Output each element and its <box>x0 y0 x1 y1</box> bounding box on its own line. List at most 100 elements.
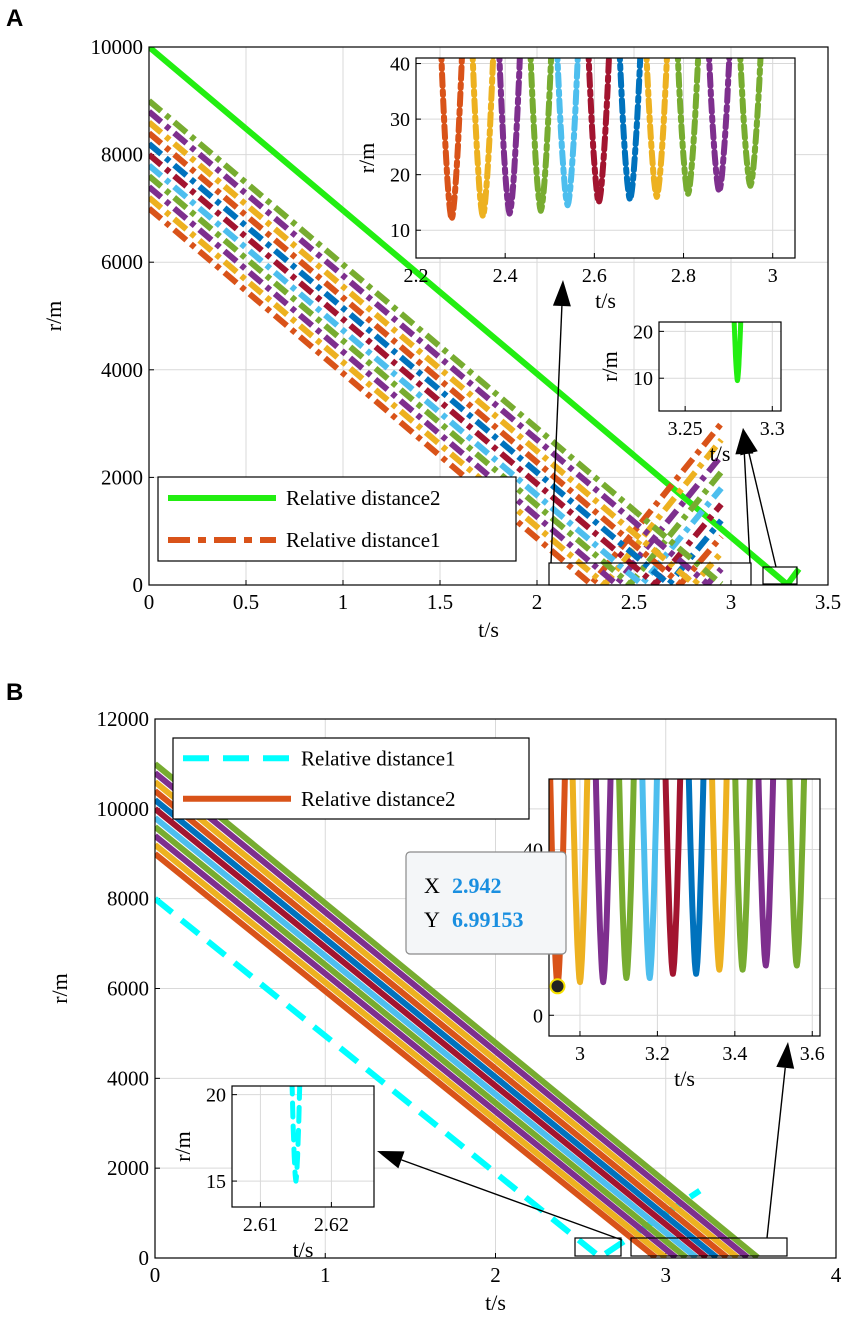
inset-x-axis-label: t/s <box>674 1066 695 1091</box>
inset-xtick-label: 3 <box>575 1043 585 1065</box>
plot-frame <box>148 46 829 586</box>
main-ytick-label: 6000 <box>107 977 149 1001</box>
inset-xtick-label: 2.4 <box>493 265 518 287</box>
inset-y-axis-label: r/m <box>597 351 622 382</box>
datatip-marker <box>549 978 566 995</box>
main-xtick-label: 3 <box>726 590 737 614</box>
zoom-arrow-1-shaft <box>401 1159 623 1241</box>
inset-xtick-label: 2.6 <box>582 265 607 287</box>
inset-curve-11 <box>786 779 808 969</box>
panel-b-label: B <box>6 679 23 706</box>
inset-curves <box>438 58 764 223</box>
inset-background <box>232 1086 374 1207</box>
inset-curve-7 <box>616 58 644 203</box>
y-axis-label: r/m <box>47 973 72 1004</box>
inset-xtick-label: 3.6 <box>800 1043 825 1065</box>
inset-ytick-label: 10 <box>390 220 410 242</box>
inset-xtick-label: 2.62 <box>314 1214 349 1236</box>
legend-box <box>172 737 530 820</box>
inset-ytick-label: 40 <box>390 54 410 76</box>
inset-x-axis-label: t/s <box>710 441 731 466</box>
zoom-arrow-2-shaft <box>748 453 777 568</box>
inset-curve-5 <box>554 58 581 209</box>
legend-label-1: Relative distance2 <box>286 486 441 510</box>
legend-box <box>157 476 517 562</box>
inset-xtick-label: 2.61 <box>243 1214 278 1236</box>
inset-xtick-label: 2.8 <box>671 265 696 287</box>
main-xtick-label: 1.5 <box>427 590 453 614</box>
inset-curve-3 <box>496 58 523 217</box>
inset-curve-10 <box>706 58 733 195</box>
zoom-arrow-2-shaft <box>766 1067 786 1239</box>
inset-x-axis-label: t/s <box>293 1237 314 1262</box>
inset-y-axis-label: r/m <box>354 143 379 174</box>
main-ytick-label: 12000 <box>97 707 150 731</box>
series-line-3 <box>155 842 668 1258</box>
series-line-5 <box>155 824 689 1258</box>
main-xtick-label: 3 <box>661 1263 672 1287</box>
inset-ytick-label: 20 <box>206 1085 226 1107</box>
zoom-region-box-2 <box>762 566 798 585</box>
zoom-arrow-1-head <box>377 1151 405 1169</box>
series-line-7 <box>155 806 709 1258</box>
main-ytick-label: 10000 <box>91 35 144 59</box>
series-line-10 <box>149 120 724 585</box>
series-line-9 <box>149 130 724 585</box>
inset-ytick-label: 15 <box>206 1171 226 1193</box>
main-ytick-label: 2000 <box>101 465 143 489</box>
zoom-region-box-2 <box>630 1237 788 1257</box>
zoom-arrow-1-head <box>552 280 571 307</box>
series-line-9 <box>155 788 729 1258</box>
series-line-8 <box>155 797 719 1258</box>
inset-background <box>549 779 820 1036</box>
datatip-y-value: 6.99153 <box>452 907 524 932</box>
inset-curve-1 <box>731 322 744 384</box>
y-axis-label: r/m <box>41 301 66 332</box>
datatip-x-label: X <box>424 873 440 898</box>
inset-curve-4 <box>527 58 555 214</box>
series-line-7 <box>149 152 724 585</box>
inset-curve-6 <box>585 58 612 206</box>
inset-curve-10 <box>755 779 777 969</box>
inset-curve-7 <box>685 779 707 977</box>
inset-zoom-relative-distance2: 3.25 3.3 10 20 t/s r/m <box>597 321 785 466</box>
inset-xtick-label: 3.25 <box>668 418 703 440</box>
legend-label-2: Relative distance2 <box>301 787 456 811</box>
legend-label-1: Relative distance1 <box>301 746 456 770</box>
zoom-arrow-2-head <box>776 1042 795 1069</box>
inset-ytick-label: 30 <box>390 109 410 131</box>
main-xtick-label: 2 <box>532 590 543 614</box>
main-xtick-label: 3.5 <box>815 590 841 614</box>
panel-a-chart: 0 0.5 1 1.5 2 2.5 3 3.5 0 2000 4000 6000 8000 10000 t/… <box>41 35 841 642</box>
series-line-6 <box>149 163 724 585</box>
main-ytick-label: 4000 <box>107 1066 149 1090</box>
inset-curves <box>289 1086 303 1184</box>
main-ytick-label: 8000 <box>101 143 143 167</box>
inset-xtick-label: 3 <box>768 265 778 287</box>
inset-curve-9 <box>674 58 702 198</box>
inset-background <box>659 322 781 411</box>
series-line-11 <box>155 770 750 1258</box>
series-line-4 <box>149 184 724 585</box>
series-line-5 <box>149 173 724 585</box>
inset-frame <box>231 1085 375 1208</box>
inset-curve-6 <box>662 779 684 977</box>
main-ytick-label: 4000 <box>101 358 143 382</box>
inset-ytick-label: 20 <box>633 321 653 343</box>
main-ytick-label: 2000 <box>107 1156 149 1180</box>
inset-ytick-label: 20 <box>390 165 410 187</box>
series-line-6 <box>155 815 699 1258</box>
plot-frame <box>154 718 837 1259</box>
main-xtick-label: 2 <box>490 1263 501 1287</box>
series-line-12 <box>149 98 724 585</box>
inset-curve-4 <box>616 779 637 981</box>
main-ytick-label: 0 <box>139 1246 150 1270</box>
inset-ytick-label: 0 <box>533 1005 543 1027</box>
datatip-y-label: Y <box>424 907 440 932</box>
main-xtick-label: 1 <box>338 590 349 614</box>
inset-curves <box>731 322 744 384</box>
series-group <box>155 761 760 1258</box>
inset-curve-8 <box>709 779 730 973</box>
inset-x-axis-label: t/s <box>595 288 616 313</box>
main-xtick-label: 0 <box>150 1263 161 1287</box>
